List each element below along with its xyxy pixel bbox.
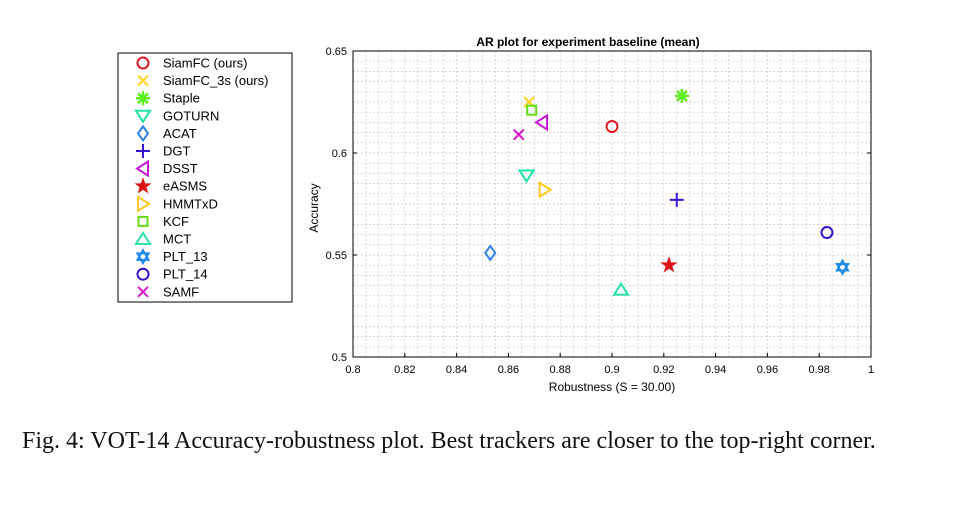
y-tick-label: 0.5 [332, 352, 347, 364]
circle-icon [136, 267, 150, 281]
legend-item-siamfc-3s-ours: SiamFC_3s (ours) [137, 73, 268, 88]
legend-label: DGT [163, 144, 191, 159]
triangle-down-marker [517, 169, 536, 184]
x-tick-label: 0.96 [757, 364, 778, 376]
legend-item-mct: MCT [134, 231, 191, 247]
x-tick-label: 0.98 [808, 364, 829, 376]
legend-label: ACAT [163, 126, 197, 141]
data-points [484, 88, 850, 296]
legend-label: DSST [163, 161, 198, 176]
asterisk-marker [674, 88, 689, 103]
legend-item-staple: Staple [136, 91, 200, 106]
grid [352, 50, 872, 358]
x-tick-label: 0.9 [604, 364, 619, 376]
triangle-left-icon [135, 159, 149, 178]
legend-item-dsst: DSST [135, 159, 198, 178]
triangle-right-icon [137, 194, 151, 213]
point-acat [484, 244, 497, 262]
point-staple [674, 88, 689, 103]
point-siamfc-ours [605, 119, 619, 133]
point-hmmtxd [538, 180, 553, 199]
square-marker [526, 104, 538, 116]
circle-marker [605, 119, 619, 133]
legend-label: GOTURN [163, 108, 219, 123]
legend-item-siamfc-ours: SiamFC (ours) [136, 56, 248, 71]
circle-icon [136, 56, 150, 70]
triangle-left-marker [534, 113, 549, 132]
legend-label: SiamFC_3s (ours) [163, 73, 268, 88]
legend-item-samf: SAMF [137, 284, 199, 299]
hexagram-icon [135, 248, 151, 266]
y-tick-label: 0.6 [332, 148, 347, 160]
point-goturn [517, 169, 536, 184]
legend-item-easms: eASMS [134, 177, 207, 194]
legend-item-plt-13: PLT_13 [135, 248, 208, 266]
legend-label: PLT_14 [163, 267, 208, 282]
chart-title: AR plot for experiment baseline (mean) [476, 35, 699, 49]
point-kcf [526, 104, 538, 116]
figure-caption: Fig. 4: VOT-14 Accuracy-robustness plot.… [22, 428, 876, 454]
triangle-right-marker [538, 180, 553, 199]
legend: SiamFC (ours) SiamFC_3s (ours) Staple GOTUR… [134, 56, 268, 299]
point-mct [612, 281, 630, 296]
legend-label: SAMF [163, 284, 199, 299]
legend-item-plt-14: PLT_14 [136, 267, 208, 282]
x-tick-label: 0.88 [549, 364, 570, 376]
square-icon [137, 215, 149, 227]
x-marker [513, 128, 525, 141]
point-easms [660, 256, 678, 273]
point-plt-14 [820, 226, 834, 240]
diamond-icon [136, 124, 150, 143]
legend-item-hmmtxd: HMMTxD [137, 194, 218, 213]
legend-label: Staple [163, 91, 200, 106]
legend-item-goturn: GOTURN [134, 108, 219, 124]
circle-marker [820, 226, 834, 240]
y-axis-label: Accuracy [307, 183, 321, 232]
diamond-marker [484, 244, 497, 262]
triangle-down-icon [134, 109, 152, 124]
legend-item-kcf: KCF [137, 214, 189, 229]
legend-label: MCT [163, 232, 191, 247]
point-plt-13 [835, 258, 850, 276]
legend-item-dgt: DGT [136, 144, 191, 159]
x-tick-label: 0.86 [498, 364, 519, 376]
legend-item-acat: ACAT [136, 124, 197, 143]
ticks: 0.8 0.82 0.84 0.86 0.88 0.9 0.92 0.94 0.96 0.98 1 0… [326, 46, 874, 376]
x-axis-label: Robustness (S = 30.00) [549, 380, 675, 394]
triangle-up-icon [134, 231, 152, 245]
plus-marker [669, 192, 684, 207]
x-tick-label: 0.82 [394, 364, 415, 376]
y-tick-label: 0.65 [326, 46, 347, 58]
ar-plot: 0.8 0.82 0.84 0.86 0.88 0.9 0.92 0.94 0.96 0.98 1 0… [117, 35, 874, 394]
legend-label: SiamFC (ours) [163, 56, 248, 71]
asterisk-icon [136, 91, 150, 106]
legend-label: HMMTxD [163, 196, 218, 211]
x-tick-label: 0.84 [446, 364, 467, 376]
x-tick-label: 0.8 [345, 364, 360, 376]
x-tick-label: 1 [868, 364, 874, 376]
legend-label: PLT_13 [163, 249, 208, 264]
star-icon [134, 177, 152, 194]
x-icon [137, 74, 149, 87]
star-marker [660, 256, 678, 273]
point-samf [513, 128, 525, 141]
point-dgt [669, 192, 684, 207]
x-icon [137, 286, 149, 298]
plus-icon [136, 144, 150, 158]
triangle-up-marker [612, 281, 630, 296]
y-tick-label: 0.55 [326, 250, 347, 262]
legend-box [117, 52, 293, 303]
legend-label: eASMS [163, 179, 207, 194]
hexagram-marker [835, 258, 850, 276]
point-dsst [534, 113, 549, 132]
legend-label: KCF [163, 214, 189, 229]
x-tick-label: 0.92 [653, 364, 674, 376]
x-tick-label: 0.94 [705, 364, 726, 376]
